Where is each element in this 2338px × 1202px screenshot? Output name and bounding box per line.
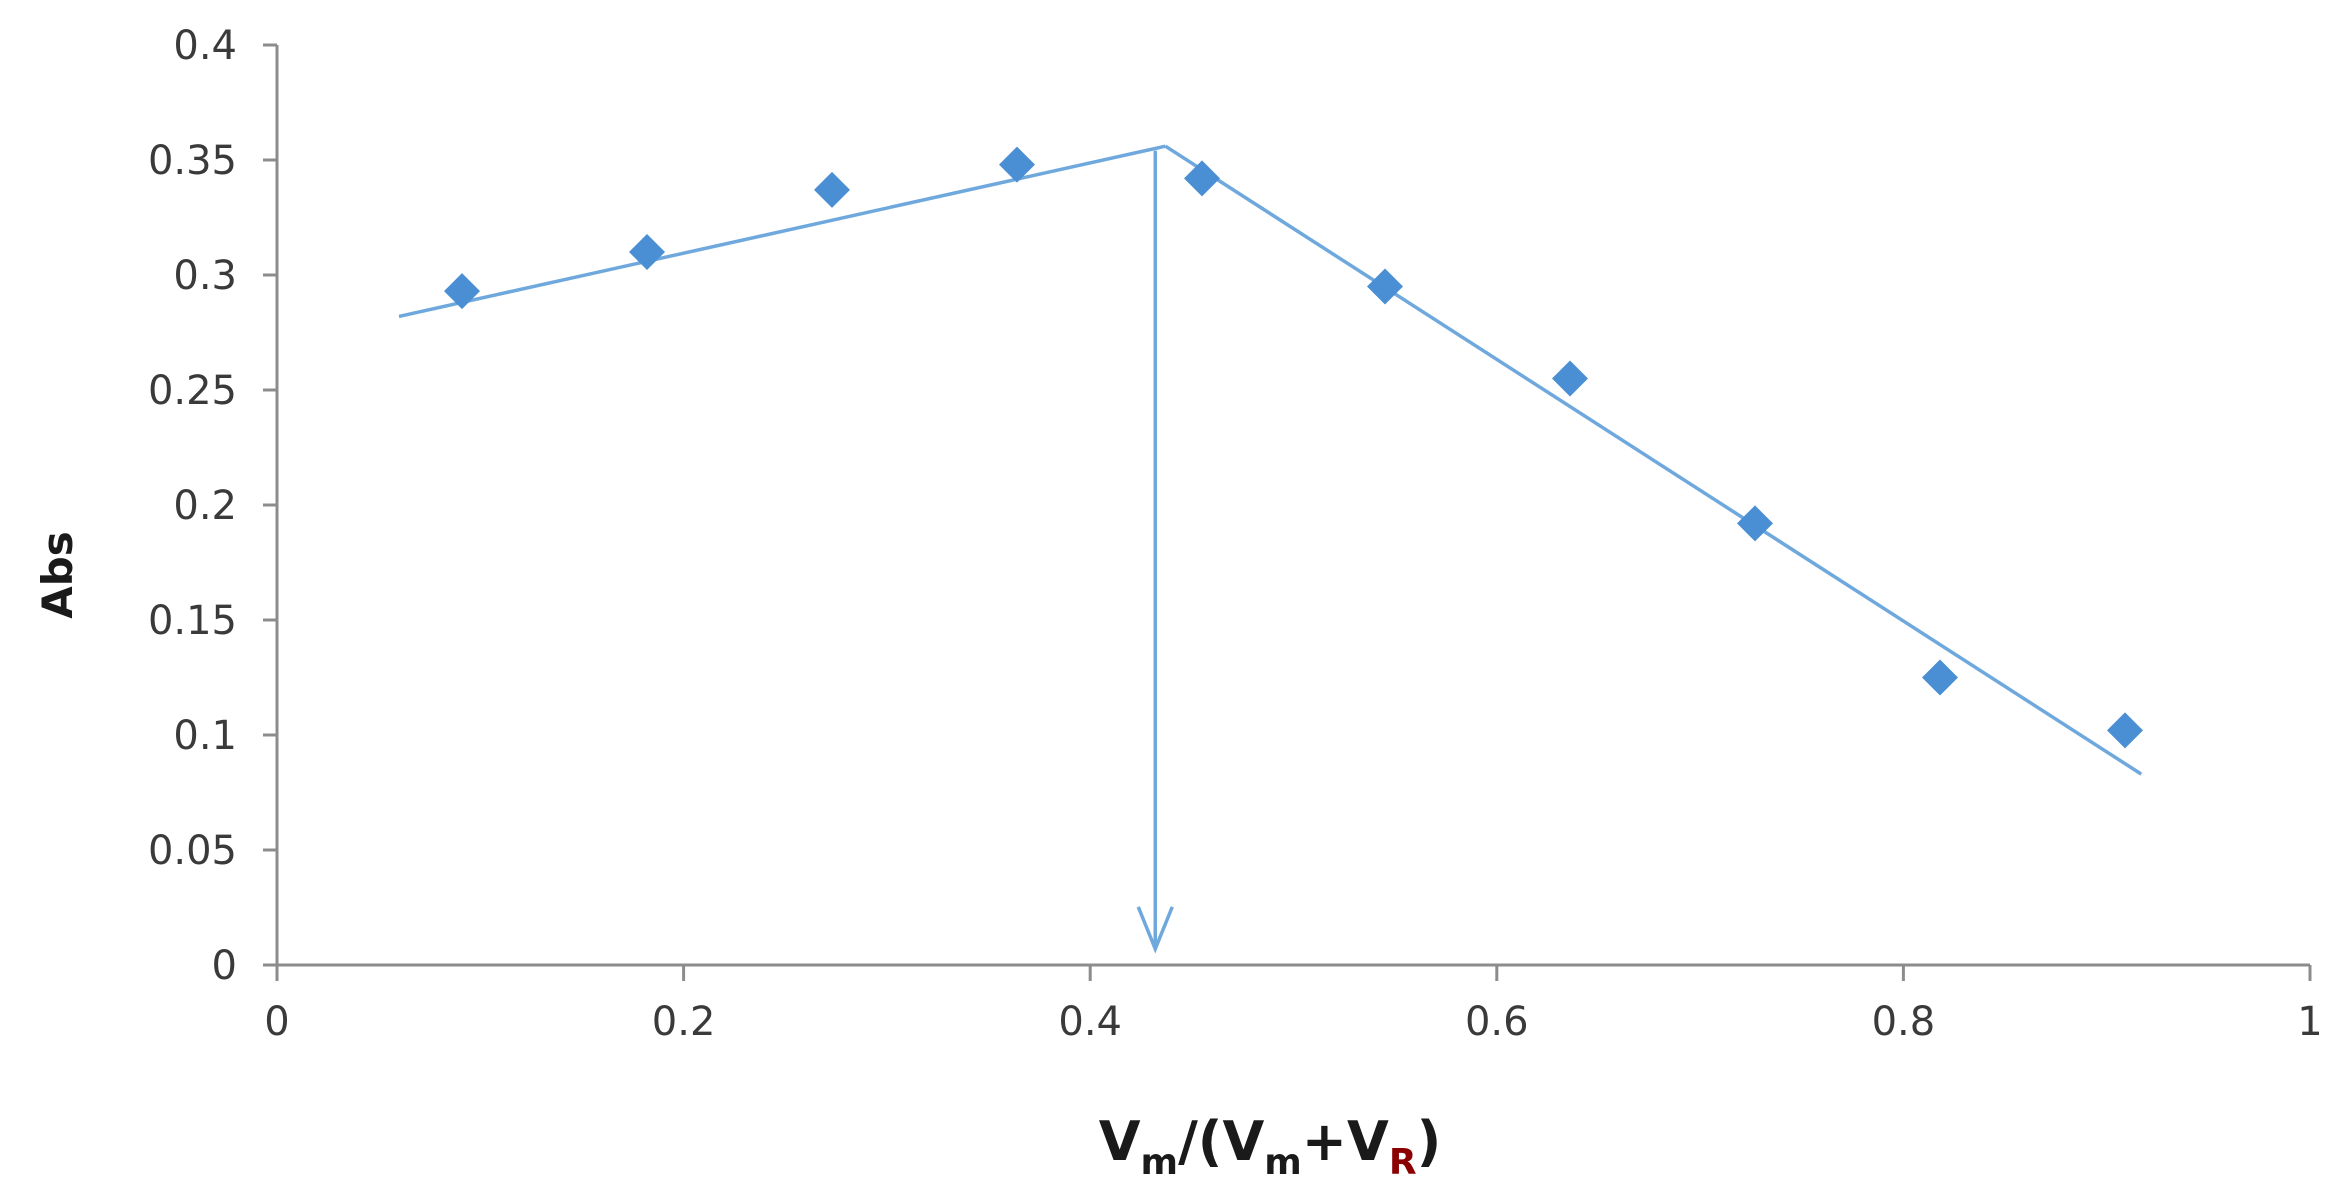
y-axis-title: Abs <box>33 531 82 619</box>
y-tick-label: 0.4 <box>173 23 237 69</box>
x-tick-label: 0.4 <box>1058 999 1122 1045</box>
y-tick-label: 0 <box>212 943 237 989</box>
x-axis-title-part: ) <box>1417 1110 1442 1173</box>
y-tick-label: 0.2 <box>173 483 237 529</box>
data-point <box>814 171 851 208</box>
x-tick-label: 0 <box>264 999 289 1045</box>
x-tick-label: 0.6 <box>1465 999 1529 1045</box>
data-point <box>1736 505 1773 542</box>
data-point <box>1184 160 1221 197</box>
x-tick-label: 1 <box>2297 999 2322 1045</box>
y-tick-label: 0.25 <box>148 368 237 414</box>
down-arrow-icon <box>1136 906 1174 954</box>
data-point <box>999 146 1036 183</box>
x-axis-title-subscript: m <box>1141 1142 1179 1183</box>
tick-labels: 0 0.05 0.1 0.15 0.2 0.25 0.3 0.35 0.4 0 0.2 0.4 0.6 0… <box>148 23 2323 1045</box>
x-tick-label: 0.2 <box>652 999 716 1045</box>
data-point <box>629 234 666 270</box>
data-point <box>1921 659 1958 696</box>
trendline-2 <box>1164 144 2143 776</box>
x-axis-title-subscript: m <box>1264 1142 1302 1183</box>
x-axis-title-subscript: R <box>1389 1142 1417 1183</box>
trendline-1 <box>398 144 1166 319</box>
axes <box>263 43 2312 981</box>
trendlines <box>398 144 2143 776</box>
data-point <box>2106 712 2143 749</box>
y-tick-label: 0.3 <box>173 253 237 299</box>
data-points <box>444 146 2143 749</box>
x-axis-title-part: /(V <box>1178 1110 1264 1173</box>
y-tick-label: 0.15 <box>148 598 237 644</box>
x-tick-label: 0.8 <box>1872 999 1936 1045</box>
y-tick-label: 0.1 <box>173 713 237 759</box>
annotations <box>1136 150 1174 954</box>
data-point <box>1366 268 1403 305</box>
y-tick-label: 0.05 <box>148 828 237 874</box>
data-point <box>1551 360 1588 397</box>
x-axis-title: Vm/(Vm+VR) <box>1099 1110 1442 1183</box>
x-axis-title-part: +V <box>1302 1110 1389 1173</box>
x-axis-title-part: V <box>1099 1110 1141 1173</box>
data-point <box>444 273 481 310</box>
y-tick-label: 0.35 <box>148 138 237 184</box>
